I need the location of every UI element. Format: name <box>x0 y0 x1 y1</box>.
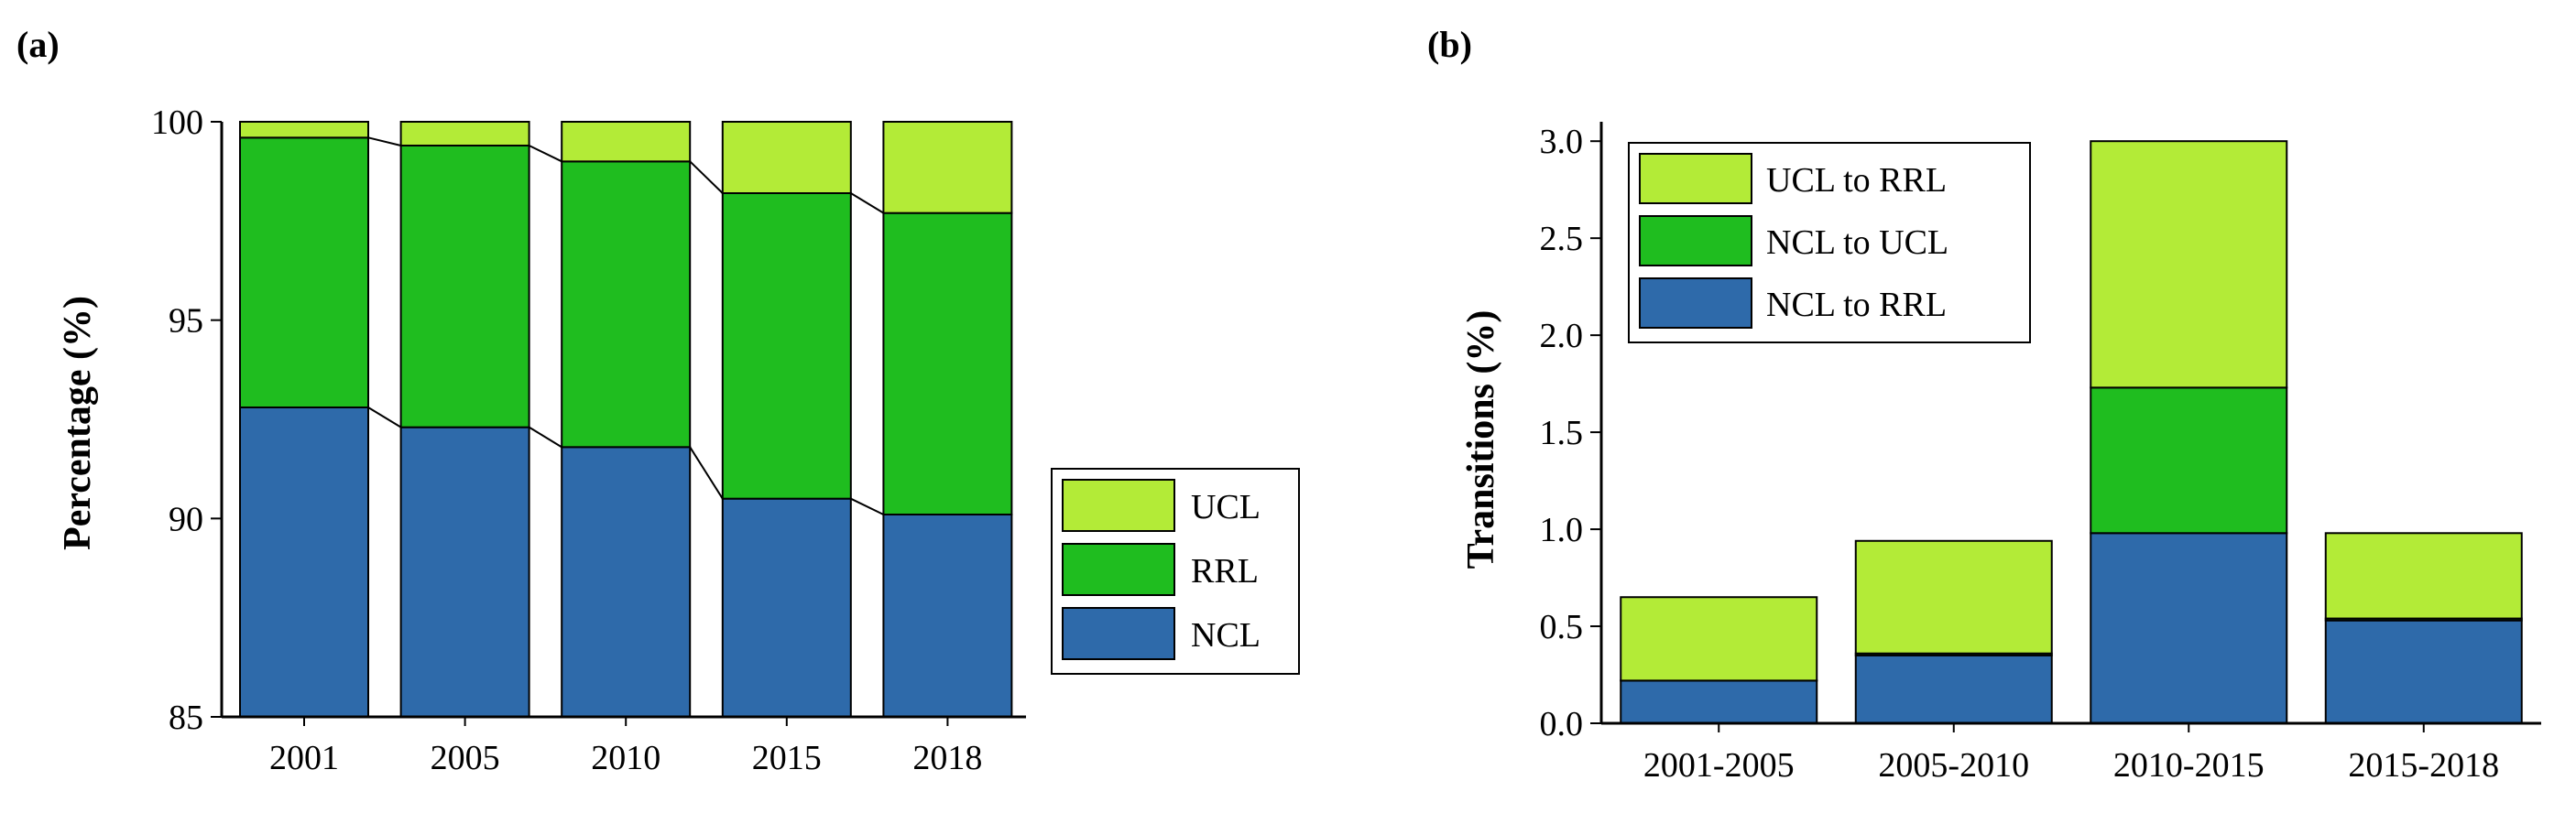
y-tick-label: 85 <box>169 699 203 737</box>
legend-swatch-ucl-to-rrl <box>1639 153 1752 204</box>
bar-rrl-2018 <box>882 211 1013 516</box>
connector-line <box>850 192 884 214</box>
x-tick-label: 2010 <box>591 739 660 777</box>
x-tick-label: 2001-2005 <box>1643 746 1795 785</box>
y-tick-label: 90 <box>169 500 203 538</box>
x-tick-label: 2005 <box>431 739 500 777</box>
legend-swatch-ucl <box>1062 479 1175 532</box>
bar-rrl-2015 <box>721 192 852 500</box>
legend-label: NCL to RRL <box>1766 286 1947 324</box>
connector-line <box>529 145 562 163</box>
connector-line <box>367 136 401 146</box>
legend-label: NCL <box>1191 616 1261 655</box>
panel-b-chart: (b) Transitions (%) 2001-2005 2005-2010 20… <box>1427 24 2541 785</box>
bar-ncl-to-rrl-2010-2015 <box>2090 532 2288 724</box>
connector-line <box>689 160 724 194</box>
bar-ncl-2018 <box>882 514 1013 718</box>
y-tick-label: 0.5 <box>1540 608 1584 646</box>
connector-line <box>850 497 884 515</box>
bar-rrl-2001 <box>239 136 369 408</box>
y-tick-label: 0.0 <box>1540 705 1584 743</box>
bar-ncl-to-ucl-2010-2015 <box>2090 386 2288 535</box>
legend-label: UCL <box>1191 488 1261 526</box>
connector-line <box>529 426 562 449</box>
bar-ncl-2010 <box>561 446 692 718</box>
x-tick-label: 2018 <box>912 739 982 777</box>
panel-a-chart: (a) Percentage (%) 2001 2005 2010 2015 2018 8… <box>16 24 1300 777</box>
bar-ucl-to-rrl-2001-2005 <box>1620 596 1818 682</box>
panel-a-label: (a) <box>16 24 60 65</box>
legend-label: NCL to UCL <box>1766 223 1948 262</box>
panel-b-legend: UCL to RRL NCL to UCL NCL to RRL <box>1628 142 2031 343</box>
bar-ncl-to-rrl-2001-2005 <box>1620 679 1818 725</box>
bar-ncl-to-rrl-2015-2018 <box>2324 619 2523 724</box>
panel-a-axes: 2001 2005 2010 2015 2018 85 90 95 100 <box>151 103 1026 777</box>
panel-a-y-axis-label: Percentage (%) <box>57 296 99 550</box>
x-tick-label: 2001 <box>269 739 339 777</box>
y-tick-label: 3.0 <box>1540 123 1584 161</box>
panel-a-bars <box>239 121 1013 719</box>
x-tick-label: 2010-2015 <box>2113 746 2265 785</box>
y-tick-label: 2.5 <box>1540 220 1584 258</box>
panel-b-y-axis-label: Transitions (%) <box>1460 310 1502 569</box>
x-tick-label: 2015 <box>752 739 822 777</box>
legend-label: RRL <box>1191 552 1259 591</box>
legend-swatch-rrl <box>1062 543 1175 596</box>
bar-ucl-to-rrl-2015-2018 <box>2324 532 2523 620</box>
bar-ncl-2015 <box>721 497 852 719</box>
legend-swatch-ncl-to-rrl <box>1639 277 1752 329</box>
x-tick-label: 2005-2010 <box>1878 746 2029 785</box>
bar-ncl-2001 <box>239 406 369 718</box>
x-tick-label: 2015-2018 <box>2348 746 2499 785</box>
panel-b-axes: 2001-2005 2005-2010 2010-2015 2015-2018 0.0 0… <box>1540 122 2541 785</box>
bar-rrl-2005 <box>399 145 530 428</box>
y-tick-label: 95 <box>169 302 203 341</box>
legend-label: UCL to RRL <box>1766 161 1947 200</box>
bar-ncl-2005 <box>399 426 530 718</box>
panel-b-label: (b) <box>1427 24 1472 65</box>
y-tick-label: 1.5 <box>1540 414 1584 452</box>
bar-ucl-2018 <box>882 121 1013 214</box>
bar-ucl-2015 <box>721 121 852 194</box>
bar-ucl-2005 <box>399 121 530 146</box>
bar-ucl-to-rrl-2010-2015 <box>2090 140 2288 389</box>
y-tick-label: 2.0 <box>1540 317 1584 355</box>
bar-ncl-to-rrl-2005-2010 <box>1854 654 2053 724</box>
y-tick-label: 1.0 <box>1540 511 1584 549</box>
panel-b-bars <box>1620 140 2523 725</box>
legend-swatch-ncl <box>1062 607 1175 660</box>
bar-ucl-to-rrl-2005-2010 <box>1854 539 2053 655</box>
bar-ucl-2001 <box>239 121 369 139</box>
connector-line <box>689 446 724 500</box>
y-tick-label: 100 <box>151 103 203 142</box>
connector-line <box>367 406 402 428</box>
panel-a-legend: UCL RRL NCL <box>1051 468 1300 675</box>
legend-swatch-ncl-to-ucl <box>1639 215 1752 266</box>
bar-ucl-2010 <box>561 121 692 163</box>
bar-rrl-2010 <box>561 160 692 449</box>
